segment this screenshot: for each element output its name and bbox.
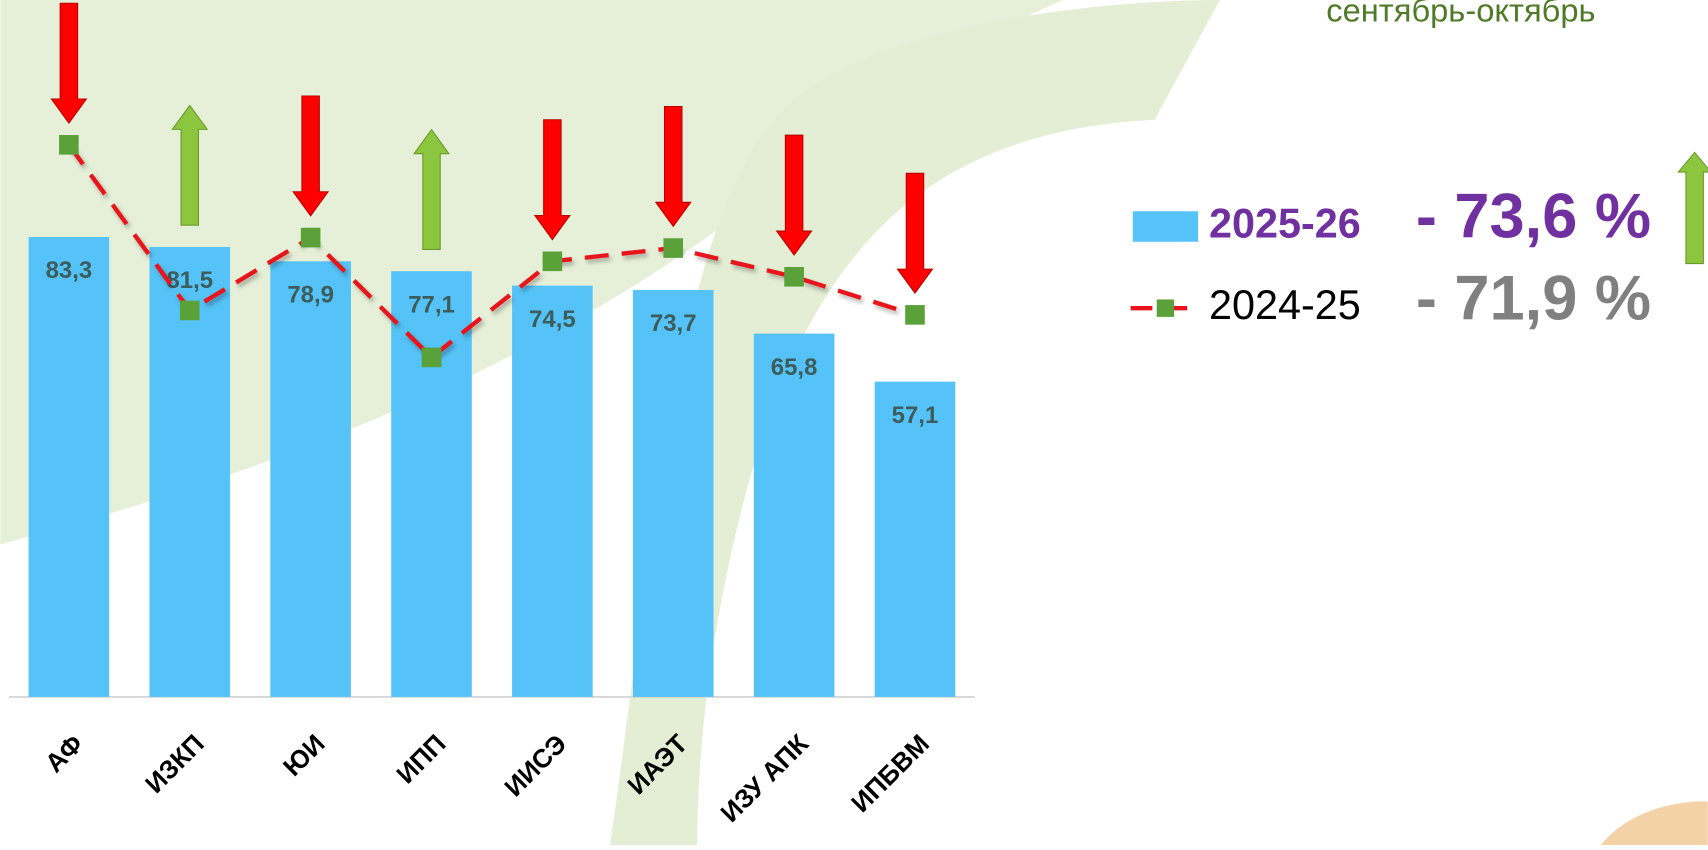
bar xyxy=(270,261,351,697)
bar xyxy=(874,381,956,697)
bar xyxy=(632,290,714,697)
line xyxy=(67,143,916,361)
x-tick-label: ИИСЭ xyxy=(498,728,572,802)
bar xyxy=(149,246,231,697)
legend-label: 2025-26 xyxy=(1209,200,1361,246)
legend-swatch xyxy=(1132,211,1199,242)
line-marker xyxy=(59,135,79,155)
bar xyxy=(391,271,472,697)
data-label: 77,1 xyxy=(408,291,455,318)
x-tick-label: ИЗУ АПК xyxy=(714,728,814,828)
line-marker xyxy=(905,305,925,325)
line-marker xyxy=(784,266,804,287)
data-label: 57,1 xyxy=(892,402,939,429)
bar xyxy=(753,333,835,697)
line-marker xyxy=(421,347,442,368)
x-tick-label: ИПБВМ xyxy=(845,728,935,818)
corner-icon xyxy=(1600,801,1708,845)
down-arrow xyxy=(50,2,88,124)
down-arrow xyxy=(896,172,934,295)
trend-arrow xyxy=(1677,151,1708,265)
down-arrow xyxy=(292,95,330,217)
data-label: 78,9 xyxy=(287,281,334,308)
down-arrow xyxy=(654,105,692,228)
up-arrow xyxy=(171,104,209,226)
line-marker xyxy=(542,251,563,272)
data-label: 74,5 xyxy=(529,306,576,333)
line-marker xyxy=(179,300,200,321)
legend-label: 2024-25 xyxy=(1209,282,1361,328)
legend-summary: - 73,6 % xyxy=(1416,182,1651,252)
bar xyxy=(28,237,110,697)
bar xyxy=(512,285,593,697)
legend-summary: - 71,9 % xyxy=(1416,263,1651,333)
x-tick-label: ИЗКП xyxy=(139,728,210,799)
subtitle: сентябрь-октябрь xyxy=(1326,0,1595,29)
bg-stripe xyxy=(610,0,1220,845)
up-arrow xyxy=(413,128,450,251)
line-marker xyxy=(663,238,684,258)
data-label: 65,8 xyxy=(771,354,818,381)
legend: 2025-26 - 73,6 % 2024-25 - 71,9 % xyxy=(1130,151,1708,333)
down-arrow xyxy=(533,119,571,241)
data-label: 73,7 xyxy=(650,310,697,337)
legend-marker xyxy=(1156,299,1175,317)
x-tick-label: АФ xyxy=(39,728,89,778)
data-label: 83,3 xyxy=(46,257,93,284)
line-marker xyxy=(300,227,321,248)
down-arrow xyxy=(775,134,813,256)
data-label: 81,5 xyxy=(166,267,213,294)
x-tick-label: ИПП xyxy=(390,728,451,789)
x-tick-label: ЮИ xyxy=(277,728,331,782)
